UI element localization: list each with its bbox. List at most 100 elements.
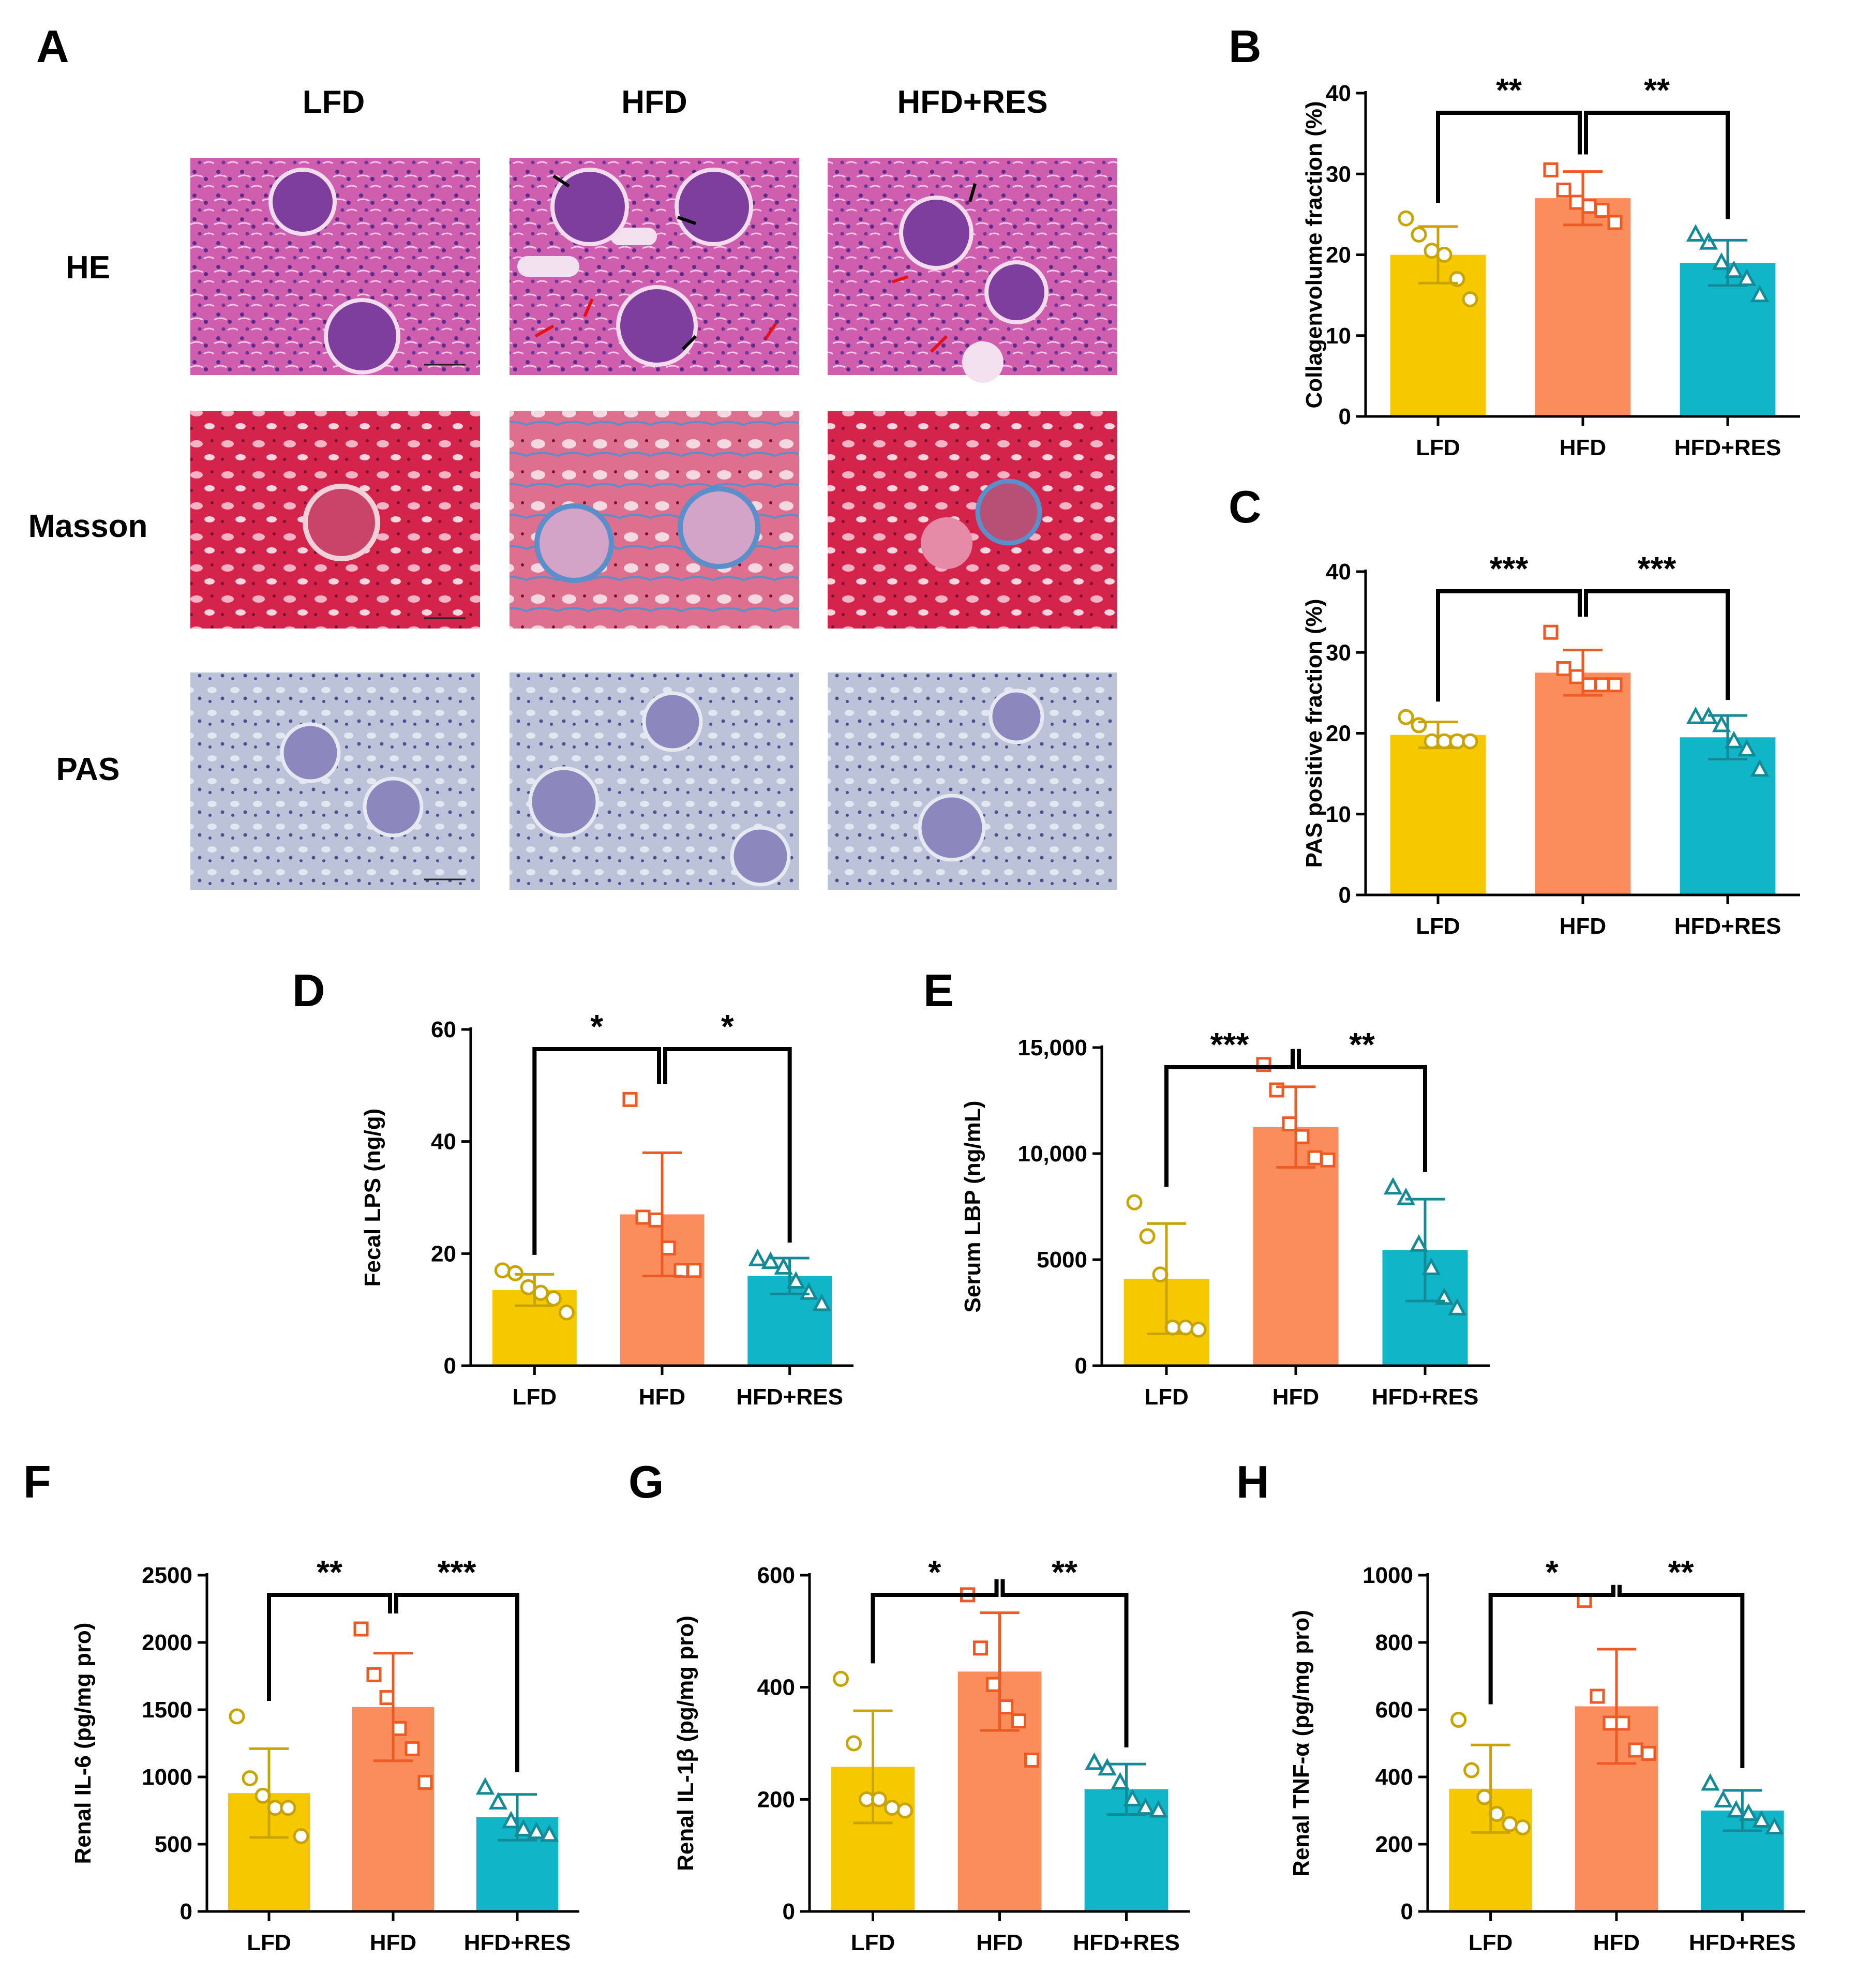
y-axis-title: PAS positive fraction (%) (1301, 599, 1327, 868)
data-point (1411, 717, 1427, 734)
data-point (833, 1670, 849, 1687)
data-point (1714, 1790, 1733, 1807)
y-tick-label: 20 (1326, 243, 1351, 268)
error-bar (1723, 1789, 1762, 1832)
x-tick-label: HFD (639, 1384, 685, 1410)
y-tick-label: 40 (1326, 81, 1351, 106)
data-point (1462, 291, 1478, 307)
significance-bracket: ** (1000, 1553, 1129, 1747)
arrow-tubule-icon (930, 335, 948, 353)
x-tick-label: HFD (370, 1930, 416, 1955)
error-bar (1418, 721, 1458, 750)
data-point (1752, 1810, 1771, 1828)
data-point (1190, 1321, 1207, 1338)
data-point (1383, 1177, 1403, 1195)
data-point (1515, 1819, 1531, 1835)
masson-image-hfd (510, 411, 799, 629)
data-point (1750, 285, 1770, 303)
data-point (1489, 1806, 1505, 1822)
data-point (545, 1290, 562, 1307)
data-point (494, 1262, 511, 1279)
x-tick-label: HFD+RES (1073, 1930, 1180, 1955)
data-point (527, 1821, 546, 1840)
data-point (475, 1777, 495, 1795)
data-point (1398, 210, 1414, 227)
y-axis-title: Serum LBP (ng/mL) (960, 1101, 985, 1313)
masson-image-hfd-res (828, 411, 1117, 629)
x-tick-label: HFD (1560, 914, 1606, 939)
y-tick-label: 0 (1339, 883, 1351, 908)
data-point (1712, 252, 1731, 270)
chart-e-serum-lbp: E 0 5000 10,000 15,000 LFD HFD HFD+RES Serum LBP… (923, 965, 1490, 1410)
y-axis-title: Renal IL-1β (pg/mg pro) (673, 1616, 698, 1871)
data-point (986, 1677, 1001, 1692)
data-point (392, 1721, 407, 1736)
data-point (1450, 1712, 1467, 1728)
data-point (1011, 1713, 1026, 1729)
x-tick-label: HFD+RES (1372, 1384, 1479, 1410)
x-tick-label: HFD+RES (736, 1384, 843, 1410)
data-point (1139, 1228, 1156, 1245)
data-point (1126, 1194, 1143, 1210)
data-point (686, 1263, 702, 1278)
data-point (558, 1304, 575, 1321)
significance-bracket: * (1488, 1553, 1615, 1705)
y-tick-label: 500 (155, 1832, 192, 1857)
data-point (254, 1787, 271, 1804)
data-point (1686, 706, 1705, 724)
data-point (1607, 677, 1623, 693)
panel-letter-h: H (1236, 1456, 1269, 1507)
data-point (622, 1092, 638, 1107)
significance-bracket: ** (267, 1553, 392, 1701)
data-point (1594, 203, 1610, 218)
panel-letter-b: B (1229, 21, 1262, 72)
x-tick-label: LFD (247, 1930, 291, 1955)
panel-letter-c: C (1229, 481, 1262, 532)
row-label-he: HE (66, 250, 110, 286)
data-point (405, 1741, 420, 1756)
y-tick-label: 15,000 (1017, 1035, 1087, 1060)
he-image-hfd (510, 158, 799, 375)
data-point (1476, 1789, 1493, 1805)
data-point (998, 1699, 1013, 1715)
column-label-hfd: HFD (621, 84, 687, 120)
data-point (846, 1735, 862, 1752)
data-point (501, 1811, 521, 1829)
data-point (661, 1240, 676, 1255)
data-point (871, 1791, 887, 1807)
data-point (1398, 709, 1414, 725)
data-point (1556, 661, 1571, 676)
x-tick-label: LFD (1144, 1384, 1189, 1410)
data-point (1320, 1152, 1336, 1168)
data-point (1594, 677, 1610, 693)
data-point (1111, 1772, 1130, 1790)
x-tick-label: HFD+RES (1689, 1930, 1796, 1955)
column-label-hfd-res: HFD+RES (897, 84, 1047, 120)
error-bar (642, 1151, 682, 1278)
y-tick-label: 400 (757, 1675, 795, 1700)
y-tick-label: 600 (757, 1563, 795, 1588)
y-tick-label: 20 (431, 1241, 456, 1266)
significance-bracket: ** (1297, 1026, 1427, 1172)
significance-label: *** (438, 1553, 476, 1591)
significance-bracket: *** (394, 1553, 519, 1772)
significance-label: ** (1052, 1553, 1077, 1591)
y-tick-label: 10 (1326, 323, 1351, 349)
error-bar (1708, 714, 1747, 760)
y-axis-title: Renal IL-6 (pg/mg pro) (70, 1623, 96, 1864)
data-point (488, 1792, 508, 1810)
data-point (1463, 1762, 1480, 1778)
y-tick-label: 30 (1326, 640, 1351, 665)
error-bar (770, 1257, 810, 1295)
error-bar (373, 1652, 413, 1762)
y-tick-label: 40 (431, 1129, 456, 1155)
y-tick-label: 200 (1375, 1832, 1413, 1857)
data-point (540, 1824, 559, 1842)
he-image-lfd (190, 158, 480, 375)
y-axis-title: Renal TNF-α (pg/mg pro) (1289, 1610, 1314, 1877)
y-tick-label: 1000 (142, 1765, 192, 1790)
significance-label: ** (1644, 71, 1670, 109)
data-point (1449, 733, 1465, 750)
data-point (353, 1621, 369, 1637)
arrow-tubule-icon (583, 298, 594, 318)
